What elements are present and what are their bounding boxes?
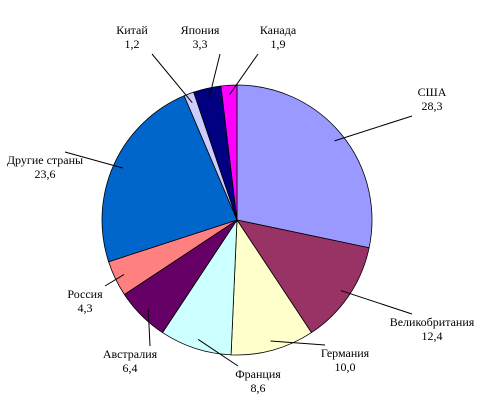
leader-line [229,53,259,95]
leader-line [104,274,125,287]
pie-slice [236,219,370,334]
leader-line [64,151,123,169]
leader-line [334,115,413,142]
slice-label: Франция [235,367,281,381]
slice-label: Россия [67,287,103,301]
value-label: 1,2 [125,37,140,51]
slice-label: Япония [181,23,220,37]
leader-line [340,290,413,315]
value-label: 6,4 [123,361,138,375]
slice-label: Германия [321,346,370,360]
value-label: 28,3 [422,99,443,113]
pie-slice [220,84,238,221]
pie-slice [101,95,238,263]
value-label: 23,6 [35,167,56,181]
pie-slice [230,218,313,356]
value-label: 4,3 [78,301,93,315]
value-label: 8,6 [251,381,266,395]
leader-line [151,53,193,104]
slice-label: США [418,85,447,99]
leader-line [208,53,221,98]
value-label: 10,0 [335,360,356,374]
slice-label: Китай [116,23,148,37]
slice-label: Австралия [103,347,158,361]
leader-line [270,340,326,346]
value-label: 1,9 [271,37,286,51]
slice-label: Канада [260,23,297,37]
leader-line [147,308,151,347]
pie-slice [236,84,373,249]
slice-label: Другие страны [7,153,83,167]
leader-line [197,338,239,367]
value-label: 12,4 [422,329,443,343]
slice-label: Великобритания [390,315,475,329]
value-label: 3,3 [193,37,208,51]
